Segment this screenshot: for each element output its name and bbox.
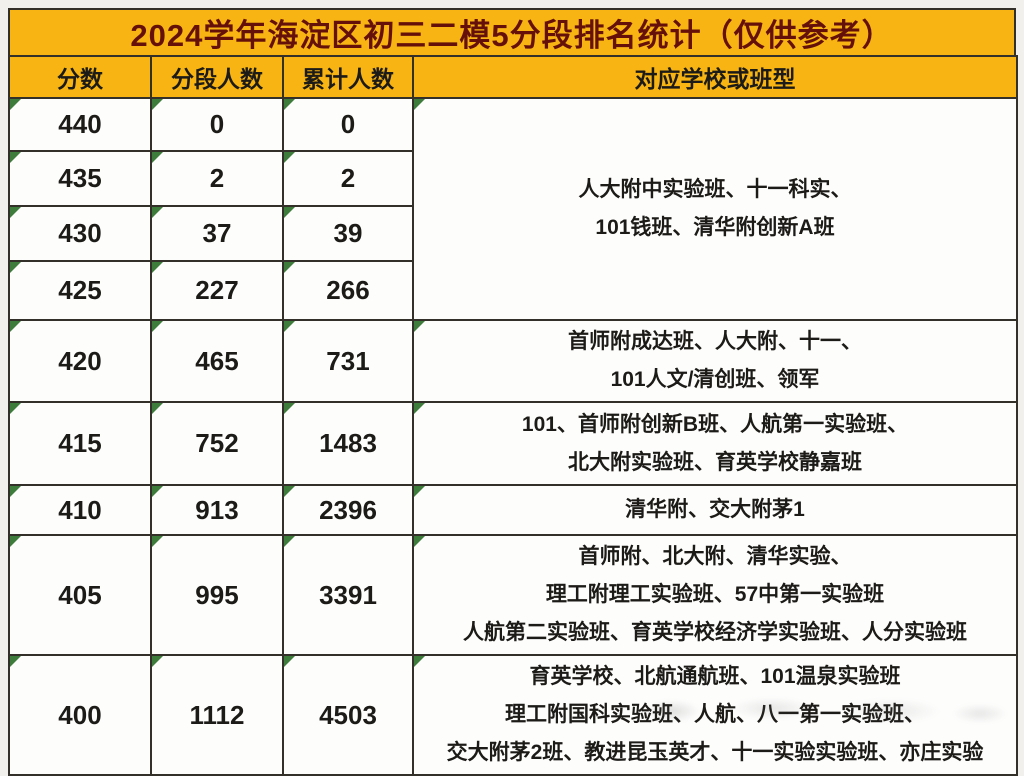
score-cell: 405	[8, 534, 152, 656]
error-flag-icon	[11, 537, 21, 547]
school-line: 人航第二实验班、育英学校经济学实验班、人分实验班	[463, 621, 967, 644]
error-flag-icon	[153, 153, 163, 163]
cumulative-count-cell: 39	[282, 205, 414, 262]
segment-count-cell: 995	[150, 534, 284, 656]
header-row: 分数 分段人数 累计人数 对应学校或班型	[8, 55, 1018, 99]
error-flag-icon	[11, 263, 21, 273]
cumulative-count-cell: 1483	[282, 401, 414, 486]
cumulative-count-cell: 4503	[282, 654, 414, 776]
school-line: 交大附茅2班、教进昆玉英才、十一实验实验班、亦庄实验	[446, 741, 984, 764]
error-flag-icon	[415, 404, 425, 414]
score-cell: 430	[8, 205, 152, 262]
error-flag-icon	[285, 404, 295, 414]
error-flag-icon	[415, 322, 425, 332]
table-row: 440 0 0 人大附中实验班、十一科实、 101钱班、清华附创新A班	[8, 97, 1018, 321]
cumulative-count-cell: 2	[282, 150, 414, 207]
table-row: 435 2 2	[8, 150, 1017, 207]
segment-count-cell: 913	[150, 484, 284, 536]
page-title: 2024学年海淀区初三二模5分段排名统计（仅供参考）	[8, 8, 1016, 55]
error-flag-icon	[153, 657, 163, 667]
school-cell-420: 首师附成达班、人大附、十一、 101人文/清创班、领军	[412, 319, 1018, 403]
error-flag-icon	[285, 322, 295, 332]
error-flag-icon	[153, 537, 163, 547]
error-flag-icon	[415, 657, 425, 667]
school-line: 人大附中实验班、十一科实、	[578, 178, 852, 201]
segment-count-cell: 465	[150, 319, 284, 403]
error-flag-icon	[153, 322, 163, 332]
school-cell-410: 清华附、交大附茅1	[412, 484, 1018, 536]
header-segment-count: 分段人数	[150, 55, 284, 99]
error-flag-icon	[11, 100, 21, 110]
error-flag-icon	[11, 657, 21, 667]
error-flag-icon	[153, 208, 163, 218]
school-line: 101人文/清创班、领军	[610, 368, 820, 391]
header-cumulative-count: 累计人数	[282, 55, 414, 99]
school-line: 首师附、北大附、清华实验、	[578, 545, 852, 568]
segment-count-cell: 227	[150, 260, 284, 321]
school-line: 首师附成达班、人大附、十一、	[568, 330, 862, 353]
segment-count-cell: 0	[150, 97, 284, 152]
error-flag-icon	[415, 100, 425, 110]
table-row: 425 227 266	[8, 260, 1017, 321]
segment-count-cell: 2	[150, 150, 284, 207]
table-row: 410 913 2396 清华附、交大附茅1	[8, 484, 1018, 536]
cumulative-count-cell: 2396	[282, 484, 414, 536]
header-score: 分数	[8, 55, 152, 99]
page-title-text: 2024学年海淀区初三二模5分段排名统计（仅供参考）	[130, 18, 894, 53]
error-flag-icon	[153, 100, 163, 110]
table-row: 415 752 1483 101、首师附创新B班、人航第一实验班、 北大附实验班…	[8, 401, 1018, 486]
score-cell: 425	[8, 260, 152, 321]
school-line: 理工附国科实验班、人航、八一第一实验班、	[505, 703, 925, 726]
score-cell: 420	[8, 319, 152, 403]
school-cell-415: 101、首师附创新B班、人航第一实验班、 北大附实验班、育英学校静嘉班	[412, 401, 1018, 486]
error-flag-icon	[11, 404, 21, 414]
school-line: 清华附、交大附茅1	[625, 498, 805, 521]
school-cell-405: 首师附、北大附、清华实验、 理工附理工实验班、57中第一实验班 人航第二实验班、…	[412, 534, 1018, 656]
cumulative-count-cell: 3391	[282, 534, 414, 656]
error-flag-icon	[285, 657, 295, 667]
error-flag-icon	[285, 487, 295, 497]
score-cell: 400	[8, 654, 152, 776]
error-flag-icon	[415, 487, 425, 497]
error-flag-icon	[11, 153, 21, 163]
school-line: 101、首师附创新B班、人航第一实验班、	[521, 412, 909, 436]
error-flag-icon	[285, 208, 295, 218]
score-cell: 410	[8, 484, 152, 536]
error-flag-icon	[153, 263, 163, 273]
school-cell-400: 育英学校、北航通航班、101温泉实验班 理工附国科实验班、人航、八一第一实验班、…	[412, 654, 1018, 776]
score-cell: 415	[8, 401, 152, 486]
segment-count-cell: 1112	[150, 654, 284, 776]
error-flag-icon	[11, 208, 21, 218]
error-flag-icon	[285, 263, 295, 273]
score-cell: 435	[8, 150, 152, 207]
cumulative-count-cell: 266	[282, 260, 414, 321]
school-line: 北大附实验班、育英学校静嘉班	[568, 450, 862, 474]
error-flag-icon	[11, 322, 21, 332]
school-line: 101钱班、清华附创新A班	[595, 216, 835, 239]
school-line: 理工附理工实验班、57中第一实验班	[545, 583, 885, 606]
table-row: 430 37 39	[8, 205, 1017, 262]
table-row: 400 1112 4503 育英学校、北航通航班、101温泉实验班 理工附国科实…	[8, 654, 1018, 776]
error-flag-icon	[153, 404, 163, 414]
cumulative-count-cell: 731	[282, 319, 414, 403]
spreadsheet-sheet: 2024学年海淀区初三二模5分段排名统计（仅供参考） 分数 分段人数 累计人数 …	[8, 8, 1018, 776]
error-flag-icon	[285, 537, 295, 547]
school-cell-group-440-425: 人大附中实验班、十一科实、 101钱班、清华附创新A班	[412, 97, 1018, 321]
error-flag-icon	[153, 487, 163, 497]
score-table: 分数 分段人数 累计人数 对应学校或班型 440 0 0 人大附中实验班、十一科…	[8, 55, 1018, 776]
error-flag-icon	[415, 537, 425, 547]
score-cell: 440	[8, 97, 152, 152]
segment-count-cell: 752	[150, 401, 284, 486]
table-row: 420 465 731 首师附成达班、人大附、十一、 101人文/清创班、领军	[8, 319, 1018, 403]
table-row: 405 995 3391 首师附、北大附、清华实验、 理工附理工实验班、57中第…	[8, 534, 1018, 656]
segment-count-cell: 37	[150, 205, 284, 262]
error-flag-icon	[11, 487, 21, 497]
cumulative-count-cell: 0	[282, 97, 414, 152]
error-flag-icon	[285, 100, 295, 110]
header-schools: 对应学校或班型	[412, 55, 1018, 99]
school-line: 育英学校、北航通航班、101温泉实验班	[529, 665, 901, 688]
error-flag-icon	[285, 153, 295, 163]
